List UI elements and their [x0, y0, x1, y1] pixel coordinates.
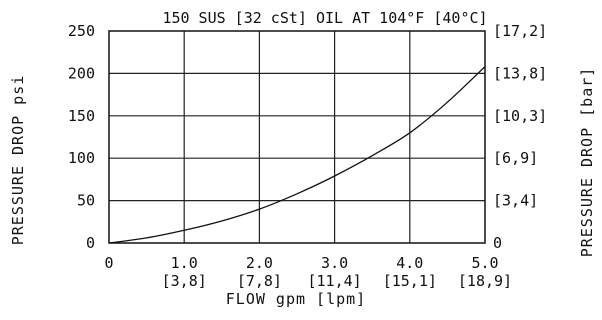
y-tick-label-right: 0: [493, 234, 502, 252]
tick-labels: 0 1.0 2.0 3.0 4.0 5.0 [3,8] [7,8] [11,4] [15,1] [1…: [68, 22, 547, 290]
chart-title: 150 SUS [32 cSt] OIL AT 104°F [40°C]: [162, 9, 487, 27]
grid: [109, 31, 485, 243]
y-tick-label-left: 100: [68, 149, 95, 167]
y-tick-label-left: 150: [68, 107, 95, 125]
x-tick-label: 3.0: [321, 254, 348, 272]
plot-border: [108, 30, 486, 244]
x-tick-label-lpm: [15,1]: [383, 272, 437, 290]
series-layer: [108, 66, 486, 244]
y-tick-label-right: [3,4]: [493, 192, 538, 210]
y-tick-label-left: 250: [68, 22, 95, 40]
x-tick-label-lpm: [3,8]: [162, 272, 207, 290]
x-axis-label: FLOW gpm [lpm]: [226, 290, 366, 308]
y-tick-label-left: 50: [77, 192, 95, 210]
y-tick-label-right: [13,8]: [493, 64, 547, 82]
plot-frame: [108, 30, 486, 244]
x-tick-label-lpm: [18,9]: [458, 272, 512, 290]
x-tick-label-lpm: [7,8]: [237, 272, 282, 290]
y-tick-label-left: 0: [86, 234, 95, 252]
y-axis-label-left: PRESSURE DROP psi: [9, 75, 27, 246]
x-tick-label: 2.0: [246, 254, 273, 272]
x-tick-label: 1.0: [171, 254, 198, 272]
y-tick-label-right: [6,9]: [493, 149, 538, 167]
pressure-drop-curve: [108, 66, 486, 244]
x-tick-label: 4.0: [396, 254, 423, 272]
y-tick-label-right: [17,2]: [493, 22, 547, 40]
y-tick-label-right: [10,3]: [493, 107, 547, 125]
x-tick-label: 5.0: [471, 254, 498, 272]
x-tick-label-lpm: [11,4]: [308, 272, 362, 290]
y-tick-label-left: 200: [68, 64, 95, 82]
x-tick-label: 0: [104, 254, 113, 272]
y-axis-label-right: PRESSURE DROP [bar]: [578, 67, 596, 258]
